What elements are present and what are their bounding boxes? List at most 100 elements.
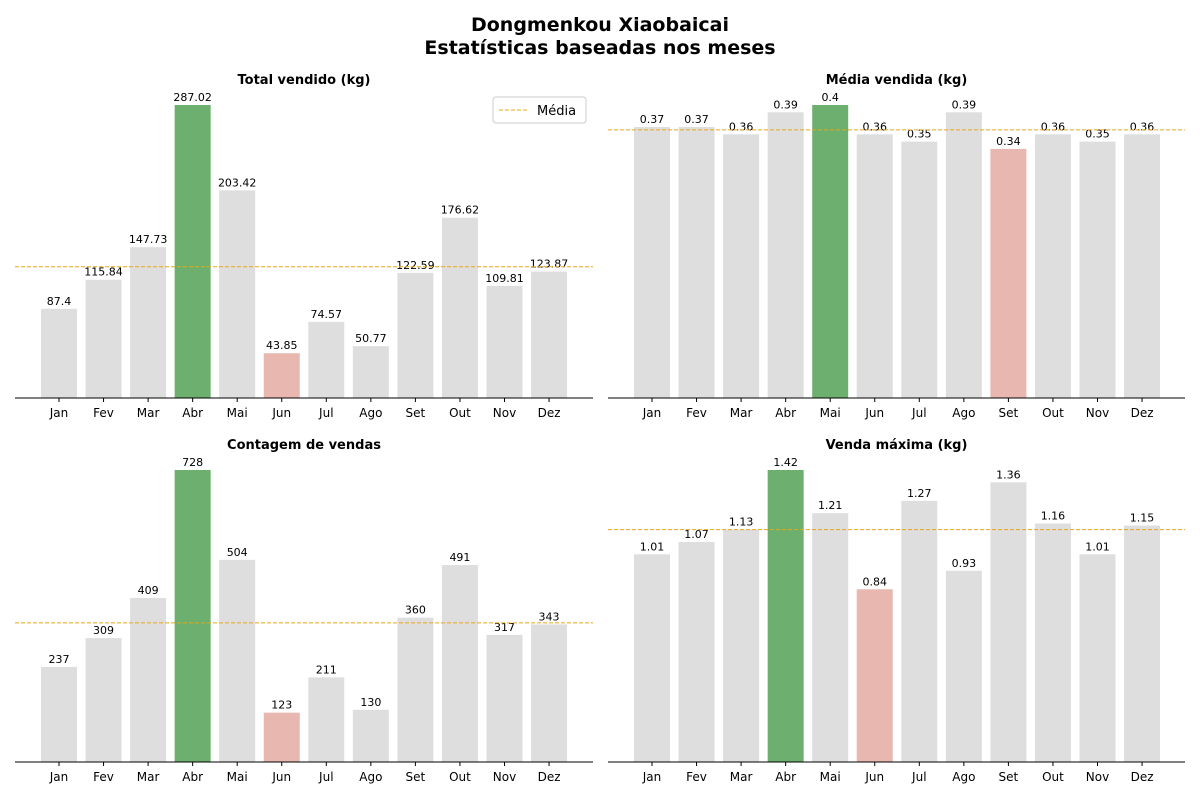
bar (723, 529, 760, 762)
x-tick-label: Jul (318, 770, 333, 784)
bar (678, 126, 715, 398)
bar (41, 666, 77, 762)
x-tick-label: Mai (820, 406, 841, 420)
bar-value-label: 0.34 (996, 135, 1021, 148)
bar-value-label: 115.84 (84, 266, 123, 279)
bar-value-label: 0.39 (952, 98, 977, 111)
x-tick-label: Mai (820, 770, 841, 784)
x-tick-label: Abr (775, 770, 796, 784)
bar-value-label: 176.62 (441, 204, 480, 217)
bar (812, 513, 849, 762)
x-tick-label: Jan (642, 770, 662, 784)
bar (263, 712, 300, 762)
bar-value-label: 123 (271, 699, 292, 712)
x-tick-label: Jun (864, 770, 884, 784)
bar-value-label: 1.36 (996, 468, 1021, 481)
bar-value-label: 211 (316, 663, 337, 676)
bar (531, 624, 568, 762)
bar-value-label: 122.59 (396, 259, 435, 272)
bar (308, 677, 345, 762)
bar-value-label: 0.37 (684, 113, 709, 126)
x-tick-label: Jul (318, 406, 333, 420)
bar (531, 271, 568, 398)
bar-value-label: 147.73 (129, 233, 168, 246)
bar-value-label: 109.81 (485, 272, 524, 285)
x-tick-label: Out (449, 770, 471, 784)
x-tick-label: Mai (227, 770, 248, 784)
x-tick-label: Set (999, 406, 1019, 420)
x-tick-label: Dez (538, 406, 561, 420)
x-tick-label: Out (1042, 770, 1064, 784)
bar-value-label: 1.01 (1085, 540, 1110, 553)
x-tick-label: Jan (49, 770, 69, 784)
bar (767, 470, 804, 762)
bar (397, 272, 434, 398)
bar-value-label: 0.35 (907, 128, 932, 141)
bar-value-label: 1.42 (773, 456, 798, 469)
bar (441, 565, 478, 762)
bar (486, 634, 523, 762)
chart-title: Venda máxima (kg) (826, 438, 968, 453)
x-tick-label: Jul (911, 770, 926, 784)
bar (767, 112, 804, 398)
bar (1034, 134, 1071, 399)
x-tick-label: Set (999, 770, 1019, 784)
bar-value-label: 1.16 (1041, 509, 1066, 522)
bar (1079, 141, 1116, 398)
bar-value-label: 0.35 (1085, 128, 1110, 141)
x-tick-label: Jun (271, 406, 291, 420)
bar (85, 279, 122, 398)
bar (634, 126, 670, 398)
bar-value-label: 50.77 (355, 332, 387, 345)
x-tick-label: Abr (775, 406, 796, 420)
x-tick-label: Out (1042, 406, 1064, 420)
bar-value-label: 409 (138, 584, 159, 597)
x-tick-label: Set (406, 406, 426, 420)
x-tick-label: Out (449, 406, 471, 420)
bar (945, 570, 982, 762)
bar (85, 638, 122, 762)
bar-value-label: 123.87 (530, 258, 569, 271)
bar-value-label: 309 (93, 624, 114, 637)
x-tick-label: Mar (730, 406, 753, 420)
bar-value-label: 0.39 (773, 98, 798, 111)
bar-value-label: 1.13 (729, 516, 754, 529)
bar (901, 141, 938, 398)
bar (1034, 523, 1071, 762)
bar-value-label: 0.37 (640, 113, 665, 126)
chart-title: Total vendido (kg) (238, 73, 371, 88)
bar (1124, 525, 1161, 762)
x-tick-label: Jun (864, 406, 884, 420)
x-tick-label: Fev (93, 406, 114, 420)
x-tick-label: Nov (493, 770, 516, 784)
chart-title: Média vendida (kg) (826, 73, 968, 88)
x-tick-label: Ago (359, 770, 382, 784)
x-tick-label: Abr (182, 406, 203, 420)
bar (308, 321, 345, 398)
bar-value-label: 0.84 (863, 575, 888, 588)
bar-value-label: 1.01 (640, 540, 665, 553)
bar-value-label: 1.21 (818, 499, 843, 512)
bar-value-label: 504 (227, 546, 248, 559)
x-tick-label: Fev (93, 770, 114, 784)
bar-value-label: 360 (405, 604, 426, 617)
x-tick-label: Set (406, 770, 426, 784)
bar-value-label: 491 (449, 551, 470, 564)
bar-value-label: 203.42 (218, 176, 257, 189)
figure-subtitle: Estatísticas baseadas nos meses (424, 37, 776, 59)
bar (219, 559, 256, 762)
x-tick-label: Ago (952, 770, 975, 784)
bar-value-label: 1.27 (907, 487, 932, 500)
bar-value-label: 237 (49, 653, 70, 666)
bar (634, 554, 670, 762)
x-tick-label: Jun (271, 770, 291, 784)
bar (263, 353, 300, 398)
bar (990, 482, 1027, 762)
bar-value-label: 728 (182, 456, 203, 469)
bar (174, 105, 211, 398)
bar-value-label: 87.4 (47, 295, 72, 308)
bar-value-label: 343 (539, 610, 560, 623)
bar (856, 134, 893, 399)
bar-value-label: 317 (494, 621, 515, 634)
